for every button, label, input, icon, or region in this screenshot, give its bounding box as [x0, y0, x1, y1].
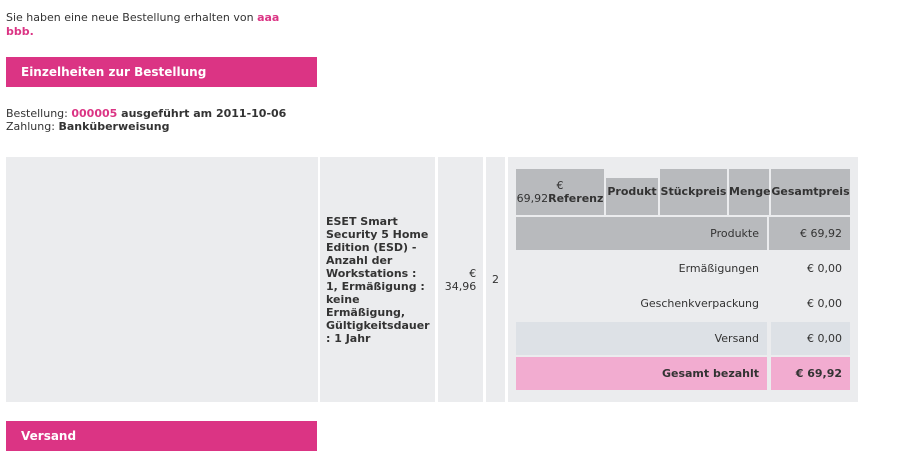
summary-row-discounts: Ermäßigungen € 0,00	[516, 252, 850, 285]
summary-value: € 69,92	[769, 217, 850, 250]
summary-label: Gesamt bezahlt	[516, 357, 767, 390]
inner-header-unit-price-label: Stückpreis	[660, 185, 727, 198]
customer-first-name: aaa	[257, 11, 280, 24]
inner-header-currency: €	[556, 179, 564, 192]
summary-row-total-paid: Gesamt bezahlt € 69,92	[516, 357, 850, 390]
product-image-cell	[6, 157, 318, 402]
unit-price-cell: € 34,96	[438, 157, 483, 402]
inner-header-product: Produkt	[606, 178, 658, 215]
summary-row-gift-wrapping: Geschenkverpackung € 0,00	[516, 287, 850, 320]
summary-label: Geschenkverpackung	[640, 297, 759, 310]
inner-header-total: Gesamtpreis	[771, 169, 850, 215]
order-label: Bestellung:	[6, 107, 72, 120]
order-details-header: Einzelheiten zur Bestellung	[6, 57, 317, 87]
summary-row-shipping: Versand € 0,00	[516, 322, 850, 355]
product-name: ESET Smart Security 5 Home Edition (ESD)…	[326, 214, 430, 345]
product-name-cell: ESET Smart Security 5 Home Edition (ESD)…	[320, 157, 435, 402]
payment-label: Zahlung:	[6, 120, 59, 133]
inner-header-quantity-label: Menge	[729, 185, 771, 198]
inner-header-amount: 69,92	[516, 192, 549, 205]
order-id: 000005	[71, 107, 118, 120]
inner-header-unit-price: Stückpreis	[660, 169, 727, 215]
inner-header-quantity: Menge	[729, 169, 771, 215]
summary-value: € 0,00	[771, 322, 850, 355]
order-executed-label: ausgeführt am	[117, 107, 216, 120]
summary-label: Ermäßigungen	[678, 262, 759, 275]
intro-text: Sie haben eine neue Bestellung erhalten …	[6, 11, 306, 39]
order-info: Bestellung: 000005 ausgeführt am 2011-10…	[6, 107, 286, 133]
inner-header-reference-label: Referenz	[548, 192, 604, 205]
inner-header-reference: € 69,92Referenz	[516, 169, 604, 215]
shipping-header: Versand	[6, 421, 317, 451]
unit-price-currency: €	[469, 266, 477, 280]
order-line: Bestellung: 000005 ausgeführt am 2011-10…	[6, 107, 286, 120]
payment-method: Banküberweisung	[58, 120, 170, 133]
summary-row-products: Produkte € 69,92	[516, 217, 850, 250]
intro-period: .	[29, 25, 34, 38]
customer-last-name: bbb	[6, 25, 30, 38]
intro-sentence: Sie haben eine neue Bestellung erhalten …	[6, 11, 258, 24]
summary-label: Produkte	[516, 217, 767, 250]
inner-header-total-label: Gesamtpreis	[771, 185, 850, 198]
inner-header-product-label: Produkt	[607, 185, 657, 198]
payment-line: Zahlung: Banküberweisung	[6, 120, 286, 133]
summary-value: € 69,92	[771, 357, 850, 390]
summary-value: € 0,00	[807, 262, 842, 275]
shipping-title: Versand	[21, 429, 77, 443]
summary-value: € 0,00	[807, 297, 842, 310]
summary-label: Versand	[516, 322, 767, 355]
quantity-cell: 2	[486, 157, 505, 402]
quantity-value: 2	[492, 273, 499, 286]
unit-price-value: 34,96	[444, 279, 477, 293]
unit-price: € 34,96	[445, 267, 477, 293]
order-details-title: Einzelheiten zur Bestellung	[21, 65, 207, 79]
order-date: 2011-10-06	[215, 107, 287, 120]
